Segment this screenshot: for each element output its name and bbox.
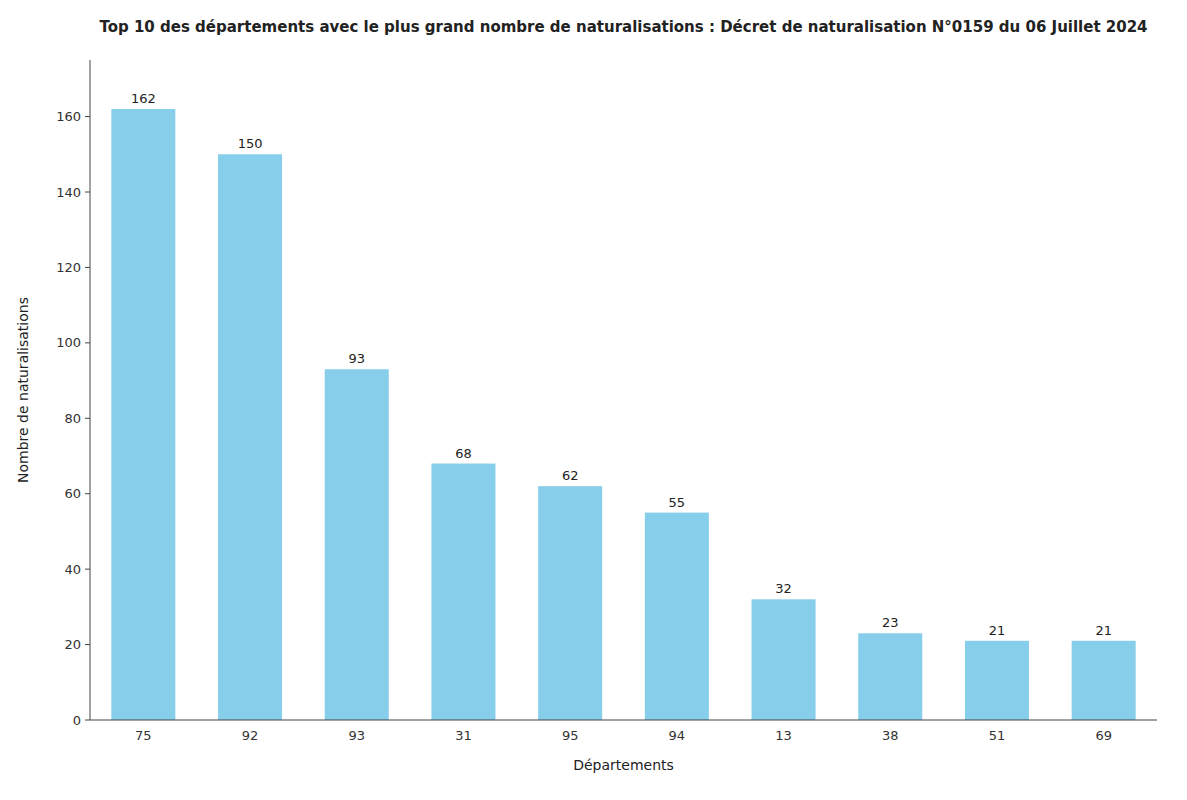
y-tick — [85, 116, 90, 117]
data-label: 68 — [455, 446, 472, 461]
bar — [645, 513, 709, 720]
axes: 0 20 40 60 80 100 120 140 160 75 92 93 31 95 94 13 38 51 6… — [56, 60, 1157, 743]
y-tick-label: 160 — [56, 109, 81, 124]
y-tick-label: 0 — [73, 713, 81, 728]
x-tick-label: 69 — [1095, 728, 1112, 743]
data-label: 150 — [238, 136, 263, 151]
chart-title: Top 10 des départements avec le plus gra… — [99, 18, 1147, 36]
data-label: 93 — [348, 351, 365, 366]
data-labels: 162 150 93 68 62 55 32 23 21 21 — [131, 91, 1112, 638]
data-label: 21 — [1095, 623, 1112, 638]
bar — [431, 464, 495, 720]
y-tick-label: 80 — [64, 411, 81, 426]
y-tick-label: 40 — [64, 562, 81, 577]
y-axis-line — [90, 60, 91, 720]
y-tick-label: 60 — [64, 486, 81, 501]
data-label: 23 — [882, 615, 899, 630]
y-tick — [85, 493, 90, 494]
y-tick — [85, 418, 90, 419]
bar — [218, 154, 282, 720]
y-tick — [85, 720, 90, 721]
x-axis-label: Départements — [573, 757, 674, 773]
x-tick-label: 75 — [135, 728, 152, 743]
bar — [965, 641, 1029, 720]
bar — [325, 369, 389, 720]
data-label: 32 — [775, 581, 792, 596]
y-tick — [85, 267, 90, 268]
y-tick — [85, 644, 90, 645]
bar — [1072, 641, 1136, 720]
data-label: 162 — [131, 91, 156, 106]
x-tick-label: 51 — [989, 728, 1006, 743]
y-axis-label: Nombre de naturalisations — [15, 297, 31, 483]
bar — [538, 486, 602, 720]
x-tick-label: 93 — [348, 728, 365, 743]
data-label: 55 — [669, 495, 686, 510]
x-tick-label: 95 — [562, 728, 579, 743]
data-label: 21 — [989, 623, 1006, 638]
y-tick-label: 100 — [56, 335, 81, 350]
x-tick-label: 38 — [882, 728, 899, 743]
bar — [858, 633, 922, 720]
y-tick-label: 20 — [64, 637, 81, 652]
chart-svg: Top 10 des départements avec le plus gra… — [0, 0, 1187, 800]
bar — [752, 599, 816, 720]
y-tick-label: 140 — [56, 185, 81, 200]
x-tick-label: 92 — [242, 728, 259, 743]
chart-container: Top 10 des départements avec le plus gra… — [0, 0, 1187, 800]
x-tick-label: 13 — [775, 728, 792, 743]
y-tick — [85, 569, 90, 570]
y-tick-label: 120 — [56, 260, 81, 275]
x-tick-label: 94 — [669, 728, 686, 743]
y-tick — [85, 342, 90, 343]
data-label: 62 — [562, 468, 579, 483]
bar — [111, 109, 175, 720]
x-axis-line — [90, 720, 1157, 721]
y-tick — [85, 192, 90, 193]
x-tick-label: 31 — [455, 728, 472, 743]
bars — [111, 109, 1135, 720]
